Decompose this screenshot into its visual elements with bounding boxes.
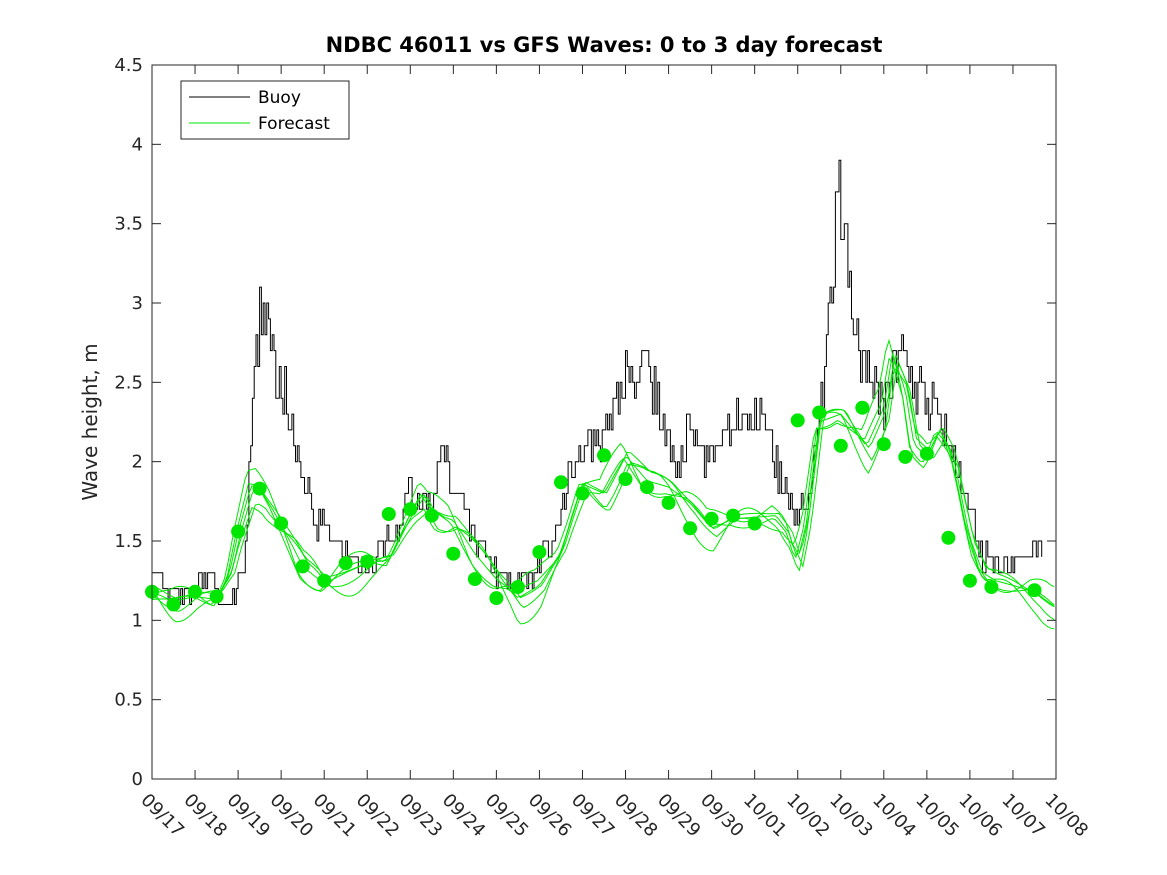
forecast-marker (726, 508, 741, 523)
y-axis: 0 0.5 1 1.5 2 2.5 3 3.5 4 4.5 (114, 55, 1056, 790)
forecast-marker (252, 481, 267, 496)
forecast-marker (532, 545, 547, 560)
forecast-marker (962, 573, 977, 588)
forecast-marker (683, 521, 698, 536)
y-tick-label: 2 (132, 452, 143, 473)
y-tick-label: 3 (132, 293, 143, 314)
x-tick-label: 09/28 (610, 790, 662, 842)
forecast-marker (489, 591, 504, 606)
forecast-marker (209, 589, 224, 604)
x-tick-label: 09/30 (696, 790, 748, 842)
forecast-line (151, 363, 1055, 621)
y-tick-label: 1 (132, 610, 143, 631)
x-tick-label: 09/23 (395, 790, 447, 842)
forecast-marker (919, 446, 934, 461)
forecast-marker (403, 502, 418, 517)
forecast-line (151, 338, 1055, 606)
forecast-marker (704, 511, 719, 526)
forecast-marker (381, 507, 396, 521)
forecast-marker (554, 475, 568, 490)
x-tick-label: 10/07 (997, 790, 1049, 842)
x-tick-label: 09/19 (223, 790, 275, 842)
legend: Buoy Forecast (180, 80, 350, 140)
y-tick-label: 3.5 (114, 214, 143, 235)
forecast-marker (640, 480, 654, 495)
y-axis-label: Wave height, m (78, 343, 102, 500)
forecast-marker (747, 516, 762, 531)
forecast-marker (188, 584, 202, 599)
forecast-marker (618, 472, 633, 487)
y-tick-label: 0 (132, 769, 143, 790)
x-tick-label: 09/29 (653, 790, 705, 842)
x-tick-label: 10/05 (911, 790, 963, 842)
x-tick-label: 09/21 (309, 790, 361, 842)
y-tick-label: 2.5 (114, 372, 143, 393)
x-tick-label: 10/02 (782, 790, 834, 842)
forecast-marker (1027, 583, 1042, 598)
forecast-markers (145, 400, 1042, 612)
plot-area (152, 65, 1056, 779)
x-tick-label: 09/20 (266, 790, 318, 842)
forecast-marker (941, 530, 956, 545)
legend-buoy-label: Buoy (258, 88, 301, 108)
chart-title: NDBC 46011 vs GFS Waves: 0 to 3 day fore… (326, 33, 883, 57)
forecast-marker (575, 486, 590, 501)
forecast-marker (467, 572, 482, 587)
forecast-marker (984, 580, 999, 594)
forecast-marker (274, 516, 289, 531)
x-tick-label: 10/01 (739, 790, 791, 842)
plot-frame (151, 64, 1057, 780)
forecast-marker (812, 405, 827, 420)
forecast-marker (597, 448, 611, 463)
x-tick-label: 10/03 (825, 790, 877, 842)
forecast-marker (360, 554, 375, 569)
forecast-marker (790, 413, 805, 428)
forecast-marker (317, 573, 332, 588)
forecast-marker (510, 580, 525, 594)
y-tick-label: 4.5 (114, 55, 143, 76)
x-tick-label: 09/27 (567, 790, 619, 842)
x-tick-label: 09/25 (481, 790, 533, 842)
x-tick-label: 10/08 (1040, 790, 1092, 842)
x-tick-label: 09/18 (180, 790, 232, 842)
forecast-marker (661, 495, 676, 510)
x-tick-label: 09/26 (524, 790, 576, 842)
x-tick-label: 10/06 (954, 790, 1006, 842)
forecast-marker (166, 597, 181, 612)
legend-box (180, 80, 350, 140)
forecast-marker (833, 438, 848, 453)
forecast-marker (855, 400, 870, 415)
y-tick-label: 4 (132, 134, 143, 155)
forecast-marker (295, 559, 310, 574)
forecast-marker (424, 508, 439, 523)
y-tick-label: 0.5 (114, 690, 143, 711)
y-tick-label: 1.5 (114, 531, 143, 552)
x-tick-label: 09/24 (438, 790, 490, 842)
forecast-marker (446, 546, 461, 561)
x-tick-label: 10/04 (868, 790, 920, 842)
legend-forecast-label: Forecast (258, 114, 330, 134)
x-tick-label: 09/17 (136, 790, 188, 842)
x-tick-label: 09/22 (352, 790, 404, 842)
forecast-marker (898, 449, 913, 464)
forecast-marker (338, 556, 353, 571)
forecast-line (151, 368, 1055, 630)
forecast-marker (876, 437, 891, 452)
forecast-marker (231, 524, 246, 539)
